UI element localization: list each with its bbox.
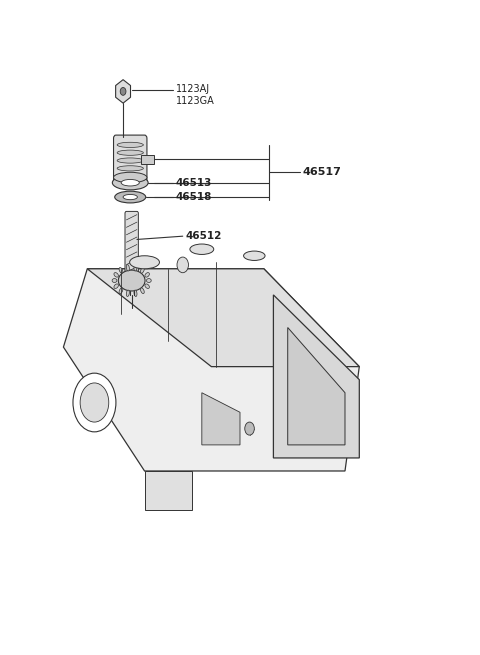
Circle shape [177, 257, 189, 272]
Ellipse shape [141, 267, 144, 273]
Polygon shape [116, 80, 131, 103]
Text: 46513: 46513 [176, 178, 212, 188]
Ellipse shape [112, 176, 148, 190]
FancyBboxPatch shape [114, 135, 147, 184]
Text: 46518: 46518 [176, 192, 212, 202]
Ellipse shape [146, 278, 151, 282]
Polygon shape [144, 471, 192, 510]
Ellipse shape [126, 265, 129, 271]
Ellipse shape [134, 265, 137, 271]
Ellipse shape [119, 267, 123, 273]
Ellipse shape [115, 191, 146, 203]
Text: 46517: 46517 [302, 167, 341, 178]
Text: 1123AJ: 1123AJ [176, 84, 210, 94]
Ellipse shape [112, 278, 117, 282]
Ellipse shape [117, 166, 144, 171]
Ellipse shape [145, 272, 149, 277]
Ellipse shape [145, 284, 149, 288]
Ellipse shape [141, 288, 144, 293]
Ellipse shape [117, 142, 144, 147]
Circle shape [80, 383, 109, 422]
Ellipse shape [114, 284, 119, 288]
Circle shape [73, 373, 116, 432]
FancyBboxPatch shape [125, 212, 138, 277]
Ellipse shape [114, 272, 119, 277]
Circle shape [245, 422, 254, 435]
Ellipse shape [121, 179, 139, 186]
Ellipse shape [118, 270, 145, 291]
Polygon shape [288, 328, 345, 445]
Ellipse shape [117, 158, 144, 163]
Ellipse shape [130, 255, 159, 269]
Ellipse shape [117, 150, 144, 155]
Polygon shape [63, 269, 360, 471]
Text: 46512: 46512 [185, 231, 221, 241]
Ellipse shape [134, 290, 137, 297]
Polygon shape [274, 295, 360, 458]
Ellipse shape [126, 290, 129, 297]
Polygon shape [87, 269, 360, 367]
Text: 1123GA: 1123GA [176, 96, 215, 105]
Polygon shape [202, 393, 240, 445]
Ellipse shape [123, 195, 137, 200]
Ellipse shape [119, 288, 123, 293]
Polygon shape [141, 155, 154, 164]
Ellipse shape [190, 244, 214, 254]
Ellipse shape [114, 172, 147, 183]
Circle shape [120, 88, 126, 96]
Ellipse shape [243, 251, 265, 261]
